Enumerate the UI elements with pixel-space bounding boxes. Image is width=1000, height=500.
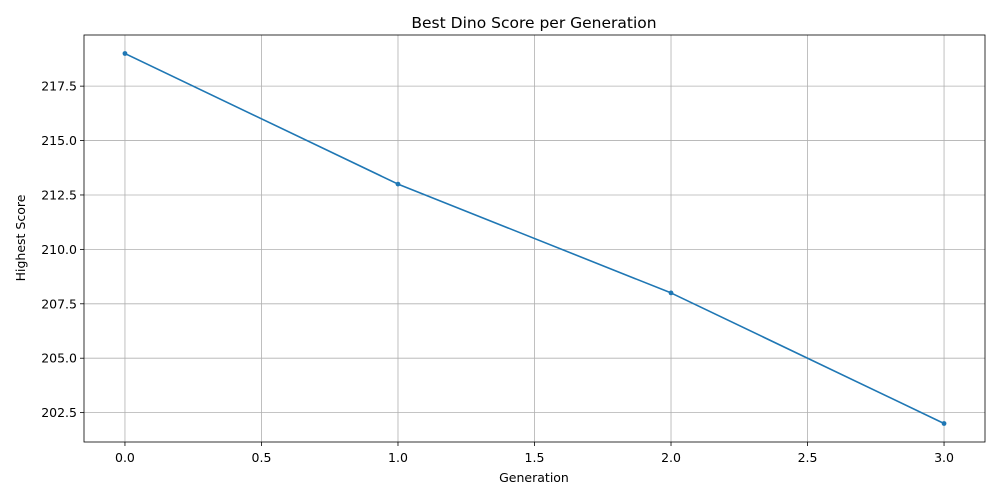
y-tick-label: 215.0 bbox=[41, 133, 77, 148]
series-layer bbox=[122, 51, 947, 426]
axis-ticks: 0.0 0.5 1.0 1.5 2.0 2.5 3.0 202.5 205.0 207.5 210.… bbox=[41, 79, 954, 465]
y-tick-label: 212.5 bbox=[41, 187, 77, 202]
series-line bbox=[124, 52, 945, 425]
x-tick-label: 1.5 bbox=[525, 450, 545, 465]
y-axis-label: Highest Score bbox=[13, 194, 28, 281]
x-tick-label: 0.0 bbox=[115, 450, 135, 465]
x-tick-label: 0.5 bbox=[252, 450, 272, 465]
y-tick-label: 202.5 bbox=[41, 405, 77, 420]
y-tick-label: 217.5 bbox=[41, 79, 77, 94]
data-point bbox=[122, 51, 128, 56]
x-tick-label: 2.5 bbox=[798, 450, 818, 465]
x-axis-label: Generation bbox=[499, 470, 569, 485]
chart-title: Best Dino Score per Generation bbox=[411, 14, 656, 32]
x-tick-label: 2.0 bbox=[661, 450, 681, 465]
data-point bbox=[941, 421, 947, 426]
y-tick-label: 210.0 bbox=[41, 242, 77, 257]
plot-frame bbox=[83, 34, 986, 443]
x-tick-label: 1.0 bbox=[388, 450, 408, 465]
y-tick-label: 207.5 bbox=[41, 296, 77, 311]
data-point bbox=[668, 290, 674, 296]
x-tick-label: 3.0 bbox=[934, 450, 954, 465]
y-tick-label: 205.0 bbox=[41, 351, 77, 366]
grid-lines bbox=[84, 35, 985, 442]
data-point bbox=[395, 181, 401, 187]
